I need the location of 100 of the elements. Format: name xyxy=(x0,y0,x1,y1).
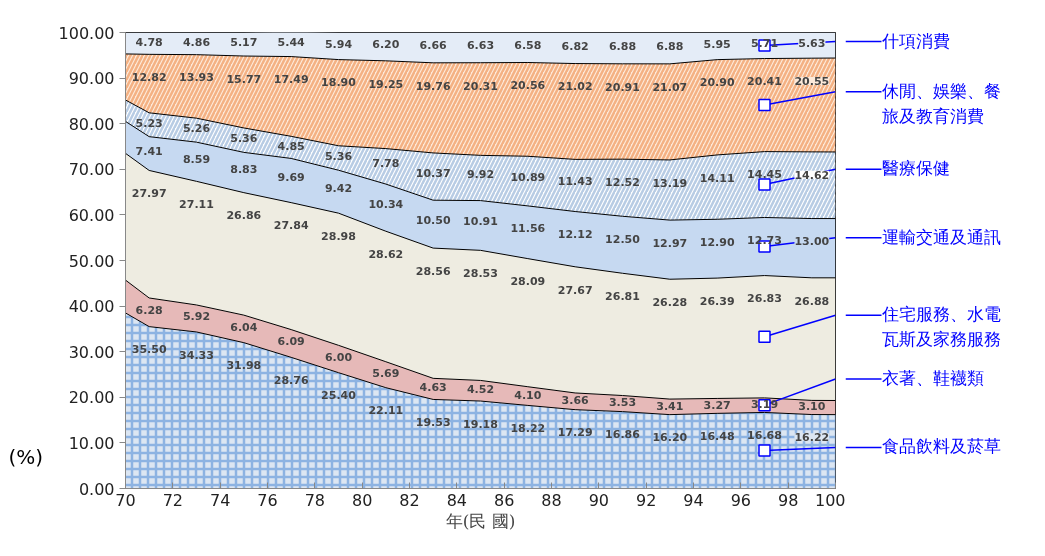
data-label: 16.22 xyxy=(794,431,830,445)
data-label: 26.39 xyxy=(699,294,735,308)
data-label: 26.88 xyxy=(794,294,830,308)
x-tick-label: 92 xyxy=(635,490,657,510)
data-label: 28.56 xyxy=(415,264,451,278)
data-label: 5.94 xyxy=(324,37,353,51)
data-label: 26.86 xyxy=(226,209,262,223)
data-label: 13.00 xyxy=(794,235,830,249)
data-label: 21.07 xyxy=(652,80,688,94)
x-tick-label: 100 xyxy=(814,490,846,510)
y-tick-label: 10.00 xyxy=(68,433,115,453)
data-label: 5.92 xyxy=(182,310,211,324)
data-label: 5.23 xyxy=(135,116,163,130)
data-label: 12.12 xyxy=(557,228,593,242)
x-axis-title: 年(民 國) xyxy=(445,510,516,531)
data-label: 16.68 xyxy=(747,429,782,443)
data-label: 26.81 xyxy=(605,290,640,304)
data-label: 4.10 xyxy=(514,388,542,402)
text: 衣著、鞋襪類 xyxy=(881,368,984,389)
data-label: 12.90 xyxy=(699,236,735,250)
data-label: 6.09 xyxy=(277,335,305,349)
data-label: 9.69 xyxy=(277,171,305,185)
data-label: 12.97 xyxy=(652,236,688,250)
y-axis-title: (%) xyxy=(8,445,44,470)
data-label: 18.90 xyxy=(321,76,357,90)
data-label: 20.55 xyxy=(794,74,830,88)
data-label: 14.45 xyxy=(747,168,782,182)
data-label: 10.37 xyxy=(415,166,451,180)
y-tick-label: 70.00 xyxy=(68,160,115,180)
data-label: 8.59 xyxy=(182,152,211,166)
data-label: 17.29 xyxy=(557,426,593,440)
data-label: 3.27 xyxy=(703,398,731,412)
data-label: 3.66 xyxy=(561,393,590,407)
data-label: 4.86 xyxy=(182,35,211,49)
data-label: 20.91 xyxy=(605,80,640,94)
y-tick-label: 30.00 xyxy=(68,342,115,362)
data-label: 28.76 xyxy=(273,374,309,388)
x-tick-label: 74 xyxy=(209,490,231,510)
data-label: 27.11 xyxy=(179,198,214,212)
data-label: 5.17 xyxy=(230,36,258,50)
data-label: 13.93 xyxy=(179,71,214,85)
data-label: 19.25 xyxy=(368,77,404,91)
text: 住宅服務、水電瓦斯及家務服務 xyxy=(880,304,1001,350)
data-label: 28.53 xyxy=(463,267,498,281)
data-label: 5.36 xyxy=(324,150,353,164)
data-label: 4.63 xyxy=(419,381,447,395)
data-label: 14.62 xyxy=(794,168,830,182)
data-label: 27.67 xyxy=(557,283,593,297)
text: 運輸交通及通訊 xyxy=(881,226,1001,247)
data-label: 20.56 xyxy=(510,79,546,93)
data-label: 3.41 xyxy=(656,399,684,413)
data-label: 12.52 xyxy=(605,175,640,189)
data-label: 3.10 xyxy=(798,400,826,414)
data-label: 6.00 xyxy=(324,350,353,364)
data-label: 16.48 xyxy=(699,430,735,444)
x-tick-label: 70 xyxy=(115,490,136,510)
data-label: 11.43 xyxy=(557,175,593,189)
x-tick-label: 80 xyxy=(351,490,373,510)
data-label: 31.98 xyxy=(226,359,262,373)
data-label: 5.63 xyxy=(798,37,826,51)
data-label: 20.41 xyxy=(747,75,782,89)
data-label: 6.66 xyxy=(419,39,448,53)
text: 醫療保健 xyxy=(881,158,950,179)
x-tick-label: 88 xyxy=(541,490,562,510)
data-label: 10.34 xyxy=(368,197,404,211)
y-tick-label: 40.00 xyxy=(68,297,115,317)
data-label: 19.18 xyxy=(463,417,498,431)
data-label: 14.11 xyxy=(699,171,735,185)
y-tick-label: 100.00 xyxy=(58,23,115,43)
y-tick-label: 50.00 xyxy=(68,251,115,271)
data-label: 11.56 xyxy=(510,222,546,236)
data-label: 12.73 xyxy=(747,234,782,248)
x-tick-label: 86 xyxy=(493,490,515,510)
data-label: 28.62 xyxy=(368,248,404,262)
data-label: 10.89 xyxy=(510,171,546,185)
data-label: 12.82 xyxy=(131,71,167,85)
x-tick-label: 82 xyxy=(399,490,420,510)
data-label: 8.83 xyxy=(230,163,258,177)
x-tick-label: 90 xyxy=(588,490,610,510)
data-label: 9.42 xyxy=(324,182,353,196)
data-label: 27.84 xyxy=(273,219,309,233)
data-label: 13.19 xyxy=(652,176,688,190)
data-label: 5.95 xyxy=(703,37,731,51)
data-label: 4.78 xyxy=(135,35,163,49)
data-label: 28.09 xyxy=(510,275,546,289)
data-label: 26.83 xyxy=(747,292,782,306)
data-label: 28.98 xyxy=(321,229,356,243)
data-label: 6.28 xyxy=(135,304,163,318)
data-label: 6.04 xyxy=(230,320,258,334)
data-label: 6.63 xyxy=(466,39,495,53)
data-label: 16.86 xyxy=(605,428,641,442)
y-tick-label: 20.00 xyxy=(68,388,115,408)
data-label: 5.69 xyxy=(372,366,400,380)
data-label: 17.49 xyxy=(273,73,309,87)
data-label: 12.50 xyxy=(605,233,641,247)
data-label: 7.41 xyxy=(135,144,163,158)
data-label: 16.20 xyxy=(652,431,688,445)
data-label: 19.76 xyxy=(415,79,451,93)
data-label: 4.52 xyxy=(466,383,495,397)
data-label: 6.82 xyxy=(561,39,589,53)
